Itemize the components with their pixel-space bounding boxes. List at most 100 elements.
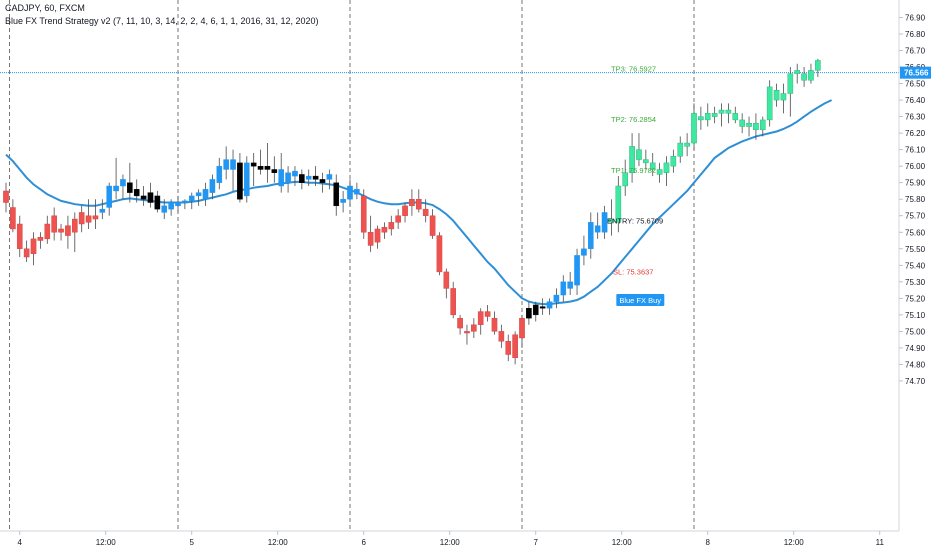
candle[interactable] [429,209,436,239]
candle[interactable] [147,182,154,208]
time-axis[interactable]: 4 12:00 5 12:00 6 12:00 7 12:00 8 12:00 11 [18,531,885,547]
candle[interactable] [553,288,560,309]
candle[interactable] [92,199,99,229]
candle[interactable] [278,152,285,193]
candle[interactable] [801,67,807,87]
candle[interactable] [106,182,112,216]
candle[interactable] [188,192,195,210]
candle[interactable] [285,166,291,193]
candle[interactable] [546,298,553,315]
candle[interactable] [450,281,457,319]
candle[interactable] [243,156,250,203]
candle[interactable] [725,103,732,124]
candle[interactable] [16,215,23,258]
candle[interactable] [753,113,759,140]
candle[interactable] [656,162,663,183]
candle[interactable] [732,106,739,124]
candle[interactable] [37,232,44,249]
candle[interactable] [670,149,677,173]
candle[interactable] [195,189,202,206]
candle[interactable] [491,311,498,335]
candle[interactable] [154,190,161,213]
candle[interactable] [739,113,745,134]
candle[interactable] [264,143,271,183]
candle[interactable] [3,182,9,213]
candle[interactable] [574,248,580,296]
candle[interactable] [85,199,92,229]
candle[interactable] [292,166,298,187]
candle[interactable] [250,152,257,187]
candle[interactable] [161,199,168,220]
candle[interactable] [416,189,422,213]
candle[interactable] [367,215,374,253]
candle[interactable] [409,189,415,216]
candle[interactable] [58,224,64,241]
candle[interactable] [271,156,278,183]
candle[interactable] [209,174,216,200]
candle[interactable] [223,146,229,180]
candle[interactable] [395,209,401,229]
candle[interactable] [581,235,587,266]
candle[interactable] [704,103,711,127]
candle[interactable] [498,324,505,348]
candle[interactable] [698,106,704,130]
candle[interactable] [319,172,326,193]
candle[interactable] [374,225,381,249]
candle[interactable] [305,169,312,187]
candle[interactable] [10,199,16,233]
candle[interactable] [443,268,450,299]
candle[interactable] [808,63,814,84]
candle[interactable] [71,212,78,253]
candle[interactable] [216,157,223,190]
candle[interactable] [649,152,656,177]
candle[interactable] [684,133,690,157]
candle[interactable] [402,202,408,223]
candle[interactable] [629,133,635,183]
candle[interactable] [560,275,567,302]
candle[interactable] [622,159,628,196]
candle[interactable] [44,215,51,244]
candle[interactable] [257,149,264,175]
candle[interactable] [526,301,532,325]
candle[interactable] [347,179,353,206]
candle[interactable] [567,271,573,296]
candle[interactable] [794,63,800,84]
candle[interactable] [691,103,697,150]
candle[interactable] [718,103,725,127]
candle[interactable] [65,215,71,249]
candle[interactable] [381,222,388,239]
candle[interactable] [615,176,622,233]
candle[interactable] [594,212,601,239]
candle[interactable] [780,83,787,114]
candle[interactable] [230,149,236,191]
candle[interactable] [175,195,181,213]
candle[interactable] [512,331,518,365]
candle[interactable] [51,207,57,241]
candle[interactable] [588,212,594,259]
candle[interactable] [677,136,684,163]
candle[interactable] [168,199,174,216]
candle[interactable] [312,166,319,187]
candle[interactable] [539,298,546,315]
candle[interactable] [140,186,147,206]
candle[interactable] [99,199,106,220]
candle[interactable] [340,190,346,213]
candle[interactable] [354,182,360,200]
candle[interactable] [127,162,133,203]
candle[interactable] [471,318,477,338]
candle[interactable] [120,174,126,200]
candle[interactable] [388,215,395,236]
candle[interactable] [608,199,615,236]
candle[interactable] [601,205,608,239]
candle[interactable] [815,58,821,77]
candle[interactable] [360,189,367,239]
candle[interactable] [636,133,642,167]
candle[interactable] [436,232,443,276]
candle[interactable] [237,152,243,203]
candle[interactable] [182,199,188,210]
candle[interactable] [663,156,670,187]
candle[interactable] [477,308,484,335]
candle[interactable] [30,232,37,266]
candle[interactable] [113,157,119,200]
candle[interactable] [773,83,780,107]
